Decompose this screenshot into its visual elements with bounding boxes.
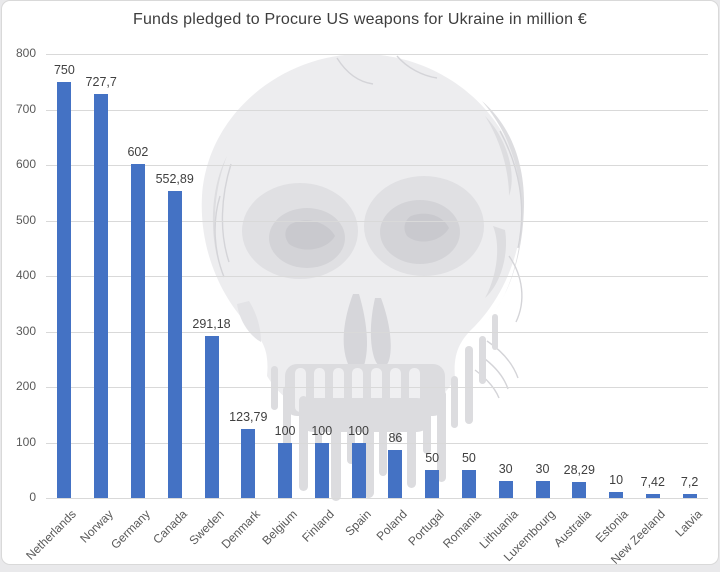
bar-germany bbox=[130, 163, 145, 498]
bar-denmark bbox=[241, 429, 256, 498]
x-axis-label-australia: Australia bbox=[551, 507, 595, 550]
gridline bbox=[46, 54, 708, 55]
y-axis-tick-label: 700 bbox=[15, 101, 36, 116]
bar-canada bbox=[167, 191, 182, 498]
gridline bbox=[46, 109, 708, 111]
bar-lithuania bbox=[498, 481, 513, 498]
skull-drip-watermark-image bbox=[201, 54, 525, 501]
bar-portugal bbox=[425, 470, 440, 499]
gridline bbox=[46, 498, 708, 499]
bar-australia bbox=[572, 482, 587, 498]
y-axis-tick-label: 100 bbox=[15, 434, 36, 449]
bar-netherlands bbox=[57, 81, 72, 499]
bar-sweden bbox=[204, 336, 219, 498]
gridline bbox=[46, 331, 708, 333]
bar-romania bbox=[461, 470, 476, 499]
x-axis-label-canada: Canada bbox=[149, 507, 190, 547]
bar-value-label: 291,18 bbox=[192, 317, 231, 332]
bar-value-label: 100 bbox=[348, 423, 370, 438]
y-axis-tick-label: 600 bbox=[15, 157, 36, 171]
plot-area: 0 100 200 300 400 500 600 700 800 750 Netherlands 7… bbox=[2, 1, 718, 564]
x-axis-label-romania: Romania bbox=[439, 507, 484, 551]
bar-value-label: 86 bbox=[388, 431, 403, 446]
bar-value-label: 30 bbox=[498, 462, 513, 477]
x-axis-label-finland: Finland bbox=[298, 507, 337, 545]
bar-norway bbox=[94, 94, 109, 498]
bar-value-label: 727,7 bbox=[85, 75, 117, 90]
bar-value-label: 100 bbox=[311, 423, 333, 438]
x-axis-label-netherlands: Netherlands bbox=[23, 507, 80, 563]
bar-value-label: 123,79 bbox=[229, 410, 268, 425]
bar-spain bbox=[351, 442, 366, 498]
x-axis-label-spain: Spain bbox=[341, 507, 374, 539]
bar-value-label: 30 bbox=[535, 462, 550, 477]
bar-finland bbox=[314, 442, 329, 498]
y-axis-tick-label: 0 bbox=[29, 490, 36, 504]
gridline bbox=[46, 220, 708, 222]
bar-value-label: 552,89 bbox=[155, 172, 194, 187]
bar-belgium bbox=[278, 442, 293, 498]
bar-latvia bbox=[682, 494, 697, 498]
chart-title: Funds pledged to Procure US weapons for … bbox=[132, 11, 587, 28]
bar-new-zeeland bbox=[645, 493, 660, 498]
bar-value-label: 100 bbox=[274, 423, 296, 438]
x-axis-label-belgium: Belgium bbox=[259, 507, 300, 548]
x-axis-label-denmark: Denmark bbox=[218, 507, 264, 552]
bar-value-label: 50 bbox=[425, 451, 440, 466]
gridline bbox=[46, 442, 708, 444]
bar-estonia bbox=[609, 492, 624, 498]
bar-value-label: 602 bbox=[127, 144, 149, 159]
bar-value-label: 28,29 bbox=[563, 463, 595, 478]
y-axis-tick-label: 200 bbox=[15, 379, 36, 393]
y-axis-tick-label: 500 bbox=[15, 212, 36, 227]
bar-value-label: 50 bbox=[461, 451, 476, 466]
gridline bbox=[46, 165, 708, 166]
bar-luxembourg bbox=[535, 481, 550, 498]
bar-value-label: 750 bbox=[53, 62, 75, 77]
bar-value-label: 10 bbox=[609, 473, 624, 488]
gridline bbox=[46, 276, 708, 277]
bar-value-label: 7,42 bbox=[640, 474, 665, 489]
y-axis-tick-label: 300 bbox=[15, 323, 36, 338]
bar-value-label: 7,2 bbox=[680, 475, 699, 489]
y-axis-tick-label: 400 bbox=[15, 268, 36, 282]
bar-poland bbox=[388, 450, 403, 498]
gridline bbox=[46, 387, 708, 388]
y-axis-tick-label: 800 bbox=[15, 46, 36, 60]
x-axis-label-germany: Germany bbox=[107, 507, 153, 552]
x-axis-label-latvia: Latvia bbox=[671, 507, 705, 540]
